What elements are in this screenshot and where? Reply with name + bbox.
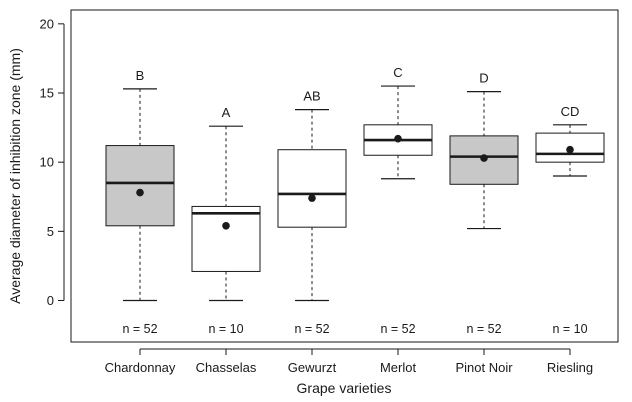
iqr-box xyxy=(105,145,175,227)
x-tick-label: Chardonnay xyxy=(105,360,176,375)
mean-point xyxy=(136,188,144,197)
y-axis: 0 5 10 15 20 xyxy=(40,16,65,308)
mean-point xyxy=(566,145,574,154)
iqr-box xyxy=(277,149,347,228)
group-letter: D xyxy=(479,71,488,86)
y-tick-label: 10 xyxy=(40,155,54,170)
group-letter: C xyxy=(393,65,402,80)
sample-size-label: n = 52 xyxy=(466,322,501,336)
y-axis-title: Average diameter of inhibition zone (mm) xyxy=(7,48,23,304)
group-letter: A xyxy=(222,105,231,120)
x-tick-label: Merlot xyxy=(380,360,417,375)
mean-point xyxy=(394,134,402,143)
y-tick-label: 20 xyxy=(40,16,54,31)
x-tick-label: Chasselas xyxy=(196,360,257,375)
sample-size-label: n = 52 xyxy=(122,322,157,336)
box-chasselas: An = 10 xyxy=(191,105,261,336)
box-gewurzt: AB n = 52 xyxy=(277,89,347,336)
mean-point xyxy=(222,222,230,230)
sample-size-label: n = 10 xyxy=(552,322,587,336)
mean-point xyxy=(308,194,316,202)
iqr-box xyxy=(191,205,261,272)
box-riesling: CD n = 10 xyxy=(535,104,605,336)
box-chardonnay: Bn = 52 xyxy=(105,68,175,336)
x-tick-label: Pinot Noir xyxy=(455,360,513,375)
group-letter: AB xyxy=(303,89,320,104)
y-tick-label: 0 xyxy=(47,293,54,308)
box-merlot: Cn = 52 xyxy=(363,65,433,336)
sample-size-label: n = 52 xyxy=(380,322,415,336)
sample-size-label: n = 10 xyxy=(208,322,243,336)
x-axis-title: Grape varieties xyxy=(297,380,392,396)
x-axis: Chardonnay Chasselas Gewurzt Merlot Pinot No… xyxy=(105,348,593,375)
mean-point xyxy=(480,154,488,162)
group-letter: B xyxy=(136,68,145,83)
plot-frame xyxy=(70,9,619,343)
sample-size-label: n = 52 xyxy=(294,322,329,336)
group-letter: CD xyxy=(561,104,580,119)
y-tick-label: 5 xyxy=(47,224,54,239)
y-tick-label: 15 xyxy=(40,86,54,101)
box-pinot-noir: Dn = 52 xyxy=(449,71,519,336)
x-tick-label: Riesling xyxy=(547,360,593,375)
x-tick-label: Gewurzt xyxy=(288,360,337,375)
